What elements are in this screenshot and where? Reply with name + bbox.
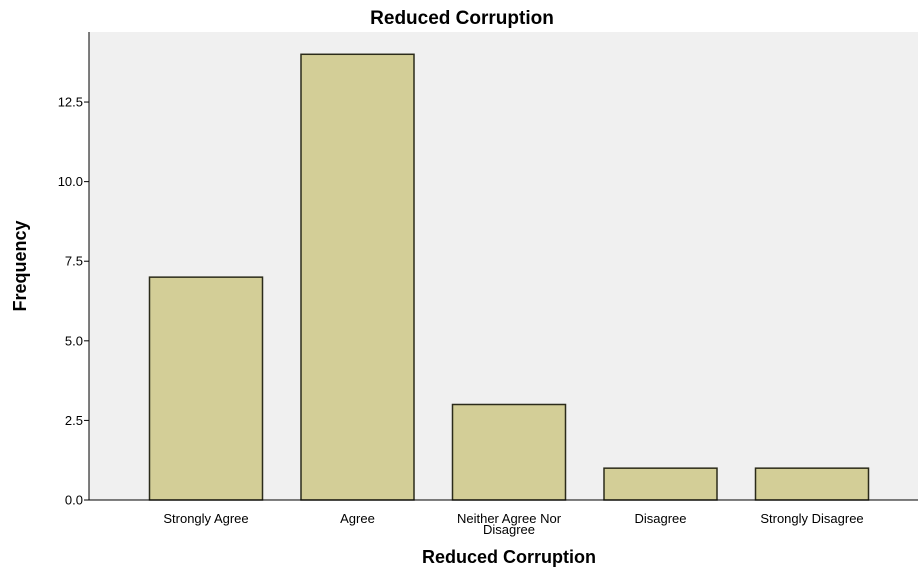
x-axis-title: Reduced Corruption [422,547,596,567]
x-tick-label: Agree [340,511,375,526]
y-tick-label: 0.0 [65,493,83,508]
y-tick-label: 2.5 [65,413,83,428]
x-tick-label: Strongly Agree [163,511,248,526]
chart-title: Reduced Corruption [370,8,554,29]
bar-strongly-disagree [754,467,870,501]
x-tick-label: Neither Agree Nor Disagree [457,511,562,537]
bar-strongly-agree [148,276,264,501]
y-tick-label: 10.0 [58,174,83,189]
x-axis: Strongly Agree Agree Neither Agree Nor Disa… [89,499,918,537]
y-tick-label: 12.5 [58,95,83,110]
bar-neither-agree-nor-disagree [451,403,567,501]
bar-disagree [603,467,718,501]
y-tick-label: 7.5 [65,254,83,269]
y-axis-title: Frequency [10,220,30,311]
x-tick-label: Disagree [634,511,686,526]
bar-agree [300,53,415,501]
y-axis: 0.0 2.5 5.0 7.5 10.0 12.5 [58,32,90,508]
bars-group [148,53,870,501]
x-tick-label: Strongly Disagree [760,511,863,526]
y-tick-label: 5.0 [65,333,83,348]
